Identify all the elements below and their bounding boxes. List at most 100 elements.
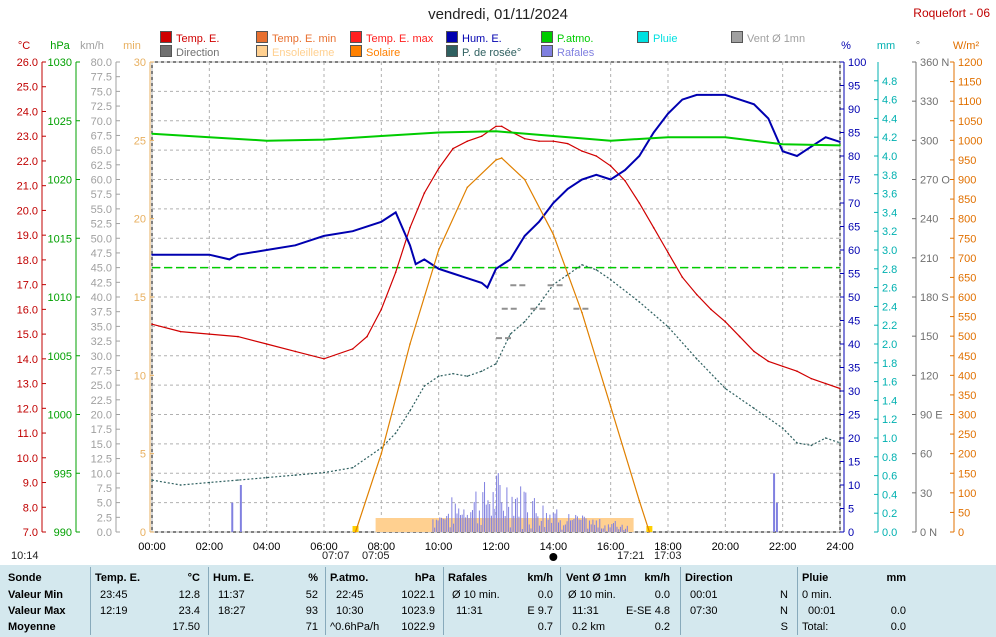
series-point: [208, 253, 211, 256]
axis-tick-label-min: 30: [134, 57, 146, 69]
axis-tick-label-solar: 100: [958, 488, 976, 500]
series-point: [294, 350, 297, 353]
start-time-label: 10:14: [11, 550, 39, 562]
axis-tick-label-hum: 30: [848, 386, 860, 398]
series-point: [796, 442, 798, 444]
axis-tick-label-wind: 12.5: [91, 454, 112, 466]
series-point: [179, 330, 182, 333]
page-title: vendredi, 01/11/2024: [428, 6, 568, 23]
series-point: [781, 150, 784, 153]
axis-unit-dir: °: [916, 40, 920, 52]
stats-cell: %: [308, 572, 318, 584]
series-point: [753, 350, 755, 353]
axis-tick-label-wind: 52.5: [91, 219, 112, 231]
legend-label: P. de rosée°: [462, 47, 522, 59]
stats-cell: Direction: [685, 572, 733, 584]
axis-tick-label-wind: 57.5: [91, 189, 112, 201]
axis-unit-min: min: [123, 40, 141, 52]
stats-cell: 1022.9: [401, 621, 435, 633]
sunrise2-label: 07:05: [362, 550, 390, 562]
x-tick-label: 02:00: [196, 541, 224, 553]
axis-tick-label-hum: 65: [848, 222, 860, 234]
axis-tick-label-hum: 60: [848, 245, 860, 257]
legend-label: Solaire: [366, 47, 401, 59]
stats-cell: 00:01: [808, 605, 836, 617]
legend-label: Hum. E.: [462, 33, 502, 45]
series-point: [452, 147, 454, 150]
axis-tick-label-rain: 0.6: [882, 471, 897, 483]
axis-tick-label-rain: 4.2: [882, 132, 897, 144]
series-point: [509, 258, 512, 261]
axis-tick-label-hum: 0: [848, 527, 854, 539]
series-point: [824, 437, 827, 439]
series-point: [695, 358, 698, 360]
stats-cell: mm: [886, 572, 906, 584]
series-point: [452, 272, 454, 275]
axis-tick-label-solar: 1150: [958, 77, 982, 89]
series-point: [151, 132, 153, 135]
axis-tick-label-temp: 15.0: [17, 329, 38, 341]
weather-chart: 00:00 02:00 04:00 06:00 08:00 10:00 12:00 14:00…: [17, 40, 982, 561]
series-point: [480, 135, 483, 138]
sunset-label: 17:21: [617, 550, 645, 562]
legend-label: Pluie: [653, 33, 678, 45]
series-point: [753, 103, 755, 106]
axis-tick-label-temp: 14.0: [17, 354, 38, 366]
axis-tick-label-temp: 24.0: [17, 106, 38, 118]
series-point: [581, 311, 583, 314]
axis-tick-label-hum: 10: [848, 480, 860, 492]
stats-cell: 1023.9: [401, 605, 435, 617]
axis-tick-label-solar: 600: [958, 292, 976, 304]
station-name: Roquefort - 06: [913, 6, 990, 20]
series-point: [767, 117, 770, 120]
legend-swatch: [256, 45, 268, 57]
stats-cell: Temp. E.: [95, 572, 141, 584]
axis-tick-label-temp: 8.0: [23, 502, 38, 514]
axis-tick-label-hum: 100: [848, 57, 866, 69]
x-tick-label: 14:00: [540, 541, 568, 553]
stats-cell: 17.50: [172, 621, 200, 633]
axis-tick-label-wind: 40.0: [91, 292, 112, 304]
stats-divider: [560, 567, 561, 635]
axis-tick-label-wind: 50.0: [91, 233, 112, 245]
series-point: [409, 244, 411, 247]
legend-swatch: [350, 45, 362, 57]
series-point: [466, 375, 469, 377]
series-point: [486, 286, 489, 289]
axis-tick-label-wind: 67.5: [91, 130, 112, 142]
axis-tick-label-solar: 200: [958, 449, 976, 461]
axis-tick-label-rain: 1.8: [882, 358, 897, 370]
series-point: [437, 249, 440, 251]
axis-tick-label-solar: 1000: [958, 135, 982, 147]
series-point: [638, 202, 641, 204]
series-point: [624, 179, 626, 182]
axis-tick-label-hum: 75: [848, 175, 860, 187]
axis-tick-label-min: 5: [140, 449, 146, 461]
stats-cell: 0.0: [890, 621, 906, 633]
axis-tick-label-rain: 4.0: [882, 151, 897, 163]
series-point: [414, 263, 417, 265]
axis-tick-label-solar: 1050: [958, 116, 982, 128]
sunrise-label: 07:07: [322, 550, 350, 562]
legend-item: Solaire: [350, 45, 400, 59]
axis-tick-label-pressure: 1000: [48, 410, 72, 422]
axis-tick-label-wind: 5.0: [97, 498, 112, 510]
axis-tick-label-pressure: 1030: [48, 57, 72, 69]
axis-tick-label-min: 10: [134, 370, 146, 382]
axis-tick-label-rain: 2.2: [882, 320, 897, 332]
series-point: [380, 452, 383, 455]
axis-tick-label-min: 0: [140, 527, 146, 539]
series-point: [237, 335, 239, 338]
series-point: [609, 178, 612, 181]
axis-tick-label-rain: 4.8: [882, 76, 897, 88]
series-point: [638, 155, 641, 157]
x-tick-label: 16:00: [597, 541, 625, 553]
axis-tick-label-hum: 15: [848, 457, 860, 469]
series-point: [581, 150, 583, 152]
axis-tick-label-wind: 25.0: [91, 380, 112, 392]
axis-tick-label-pressure: 995: [54, 468, 72, 480]
stats-cell: 07:30: [690, 605, 718, 617]
legend-swatch: [446, 45, 458, 57]
series-point: [294, 244, 297, 247]
legend-item: Temp. E. max: [350, 31, 433, 45]
